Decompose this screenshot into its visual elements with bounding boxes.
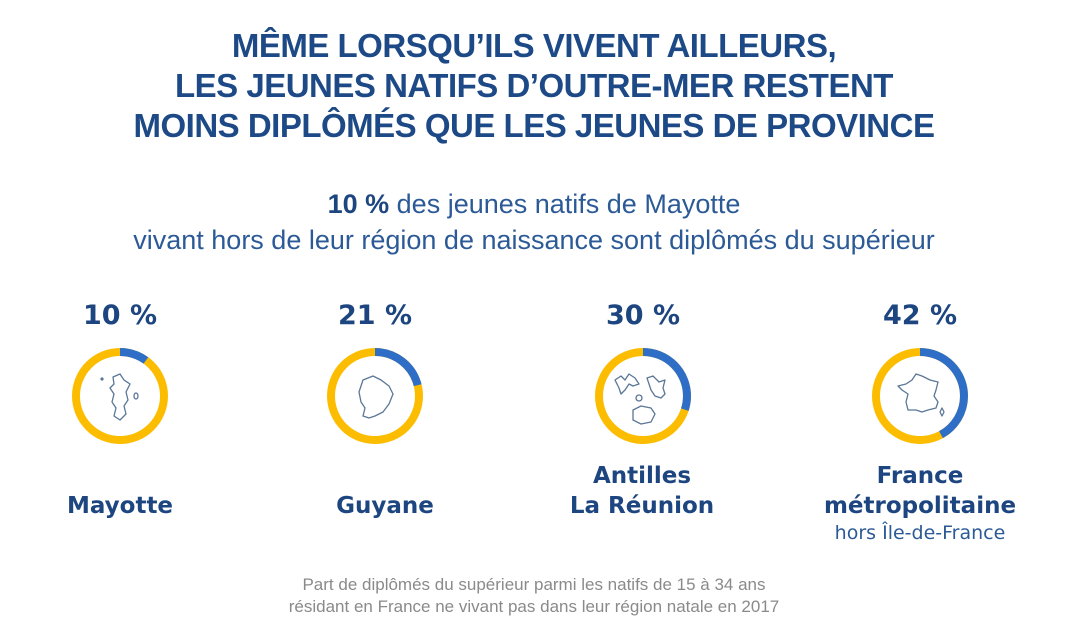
guyane-map-icon [358,375,394,419]
subtitle: 10 % des jeunes natifs de Mayotte vivant… [0,186,1068,258]
value-arc [72,348,168,444]
value-arc [872,348,968,444]
value-label: 42 % [882,300,958,331]
category-label-line: La Réunion [569,493,715,519]
donut-gauge [327,348,423,444]
headline-line-2: LES JEUNES NATIFS D’OUTRE-MER RESTENT [175,67,893,104]
footnote: Part de diplômés du supérieur parmi les … [0,574,1068,618]
subtitle-line-1: 10 % des jeunes natifs de Mayotte [0,186,1068,222]
gauge-antilles-reunion: 30 % [523,296,763,448]
france-map-icon [897,373,945,417]
category-label-line: métropolitaine [823,493,1017,519]
remainder-arc [72,348,168,444]
gauge-france: 42 % [800,296,1040,448]
headline-line-3: MOINS DIPLÔMÉS QUE LES JEUNES DE PROVINC… [133,107,935,144]
category-label-guyane: Guyane [255,491,515,521]
value-label: 10 % [82,300,158,331]
value-label: 30 % [605,300,681,331]
value-arc [595,348,691,444]
donut-gauge [595,348,691,444]
footnote-line-2: résidant en France ne vivant pas dans le… [288,597,780,616]
value-arc [327,348,423,444]
category-label-line: Mayotte [66,493,174,519]
headline: MÊME LORSQU’ILS VIVENT AILLEURS, LES JEU… [0,26,1068,146]
headline-line-1: MÊME LORSQU’ILS VIVENT AILLEURS, [231,27,837,64]
category-label-line: Guyane [336,493,434,519]
subtitle-line-2: vivant hors de leur région de naissance … [133,225,935,255]
subtitle-line-1-text: des jeunes natifs de Mayotte [389,189,741,219]
category-label-france: France métropolitaine hors Île-de-France [790,461,1050,545]
donut-gauge [872,348,968,444]
category-label-line: Antilles [592,463,692,489]
category-label-mayotte: Mayotte [0,491,250,521]
mayotte-map-icon [100,373,139,421]
category-label-antilles-reunion: Antilles La Réunion [512,461,772,521]
subtitle-highlight: 10 % [327,189,390,219]
gauge-mayotte: 10 % [0,296,240,448]
gauge-guyane: 21 % [255,296,495,448]
category-label-line: France [876,463,964,489]
value-label: 21 % [337,300,413,331]
antilles-reunion-map-icon [614,373,666,425]
footnote-line-1: Part de diplômés du supérieur parmi les … [302,575,766,594]
category-sublabel: hors Île-de-France [834,522,1006,544]
donut-gauge [72,348,168,444]
